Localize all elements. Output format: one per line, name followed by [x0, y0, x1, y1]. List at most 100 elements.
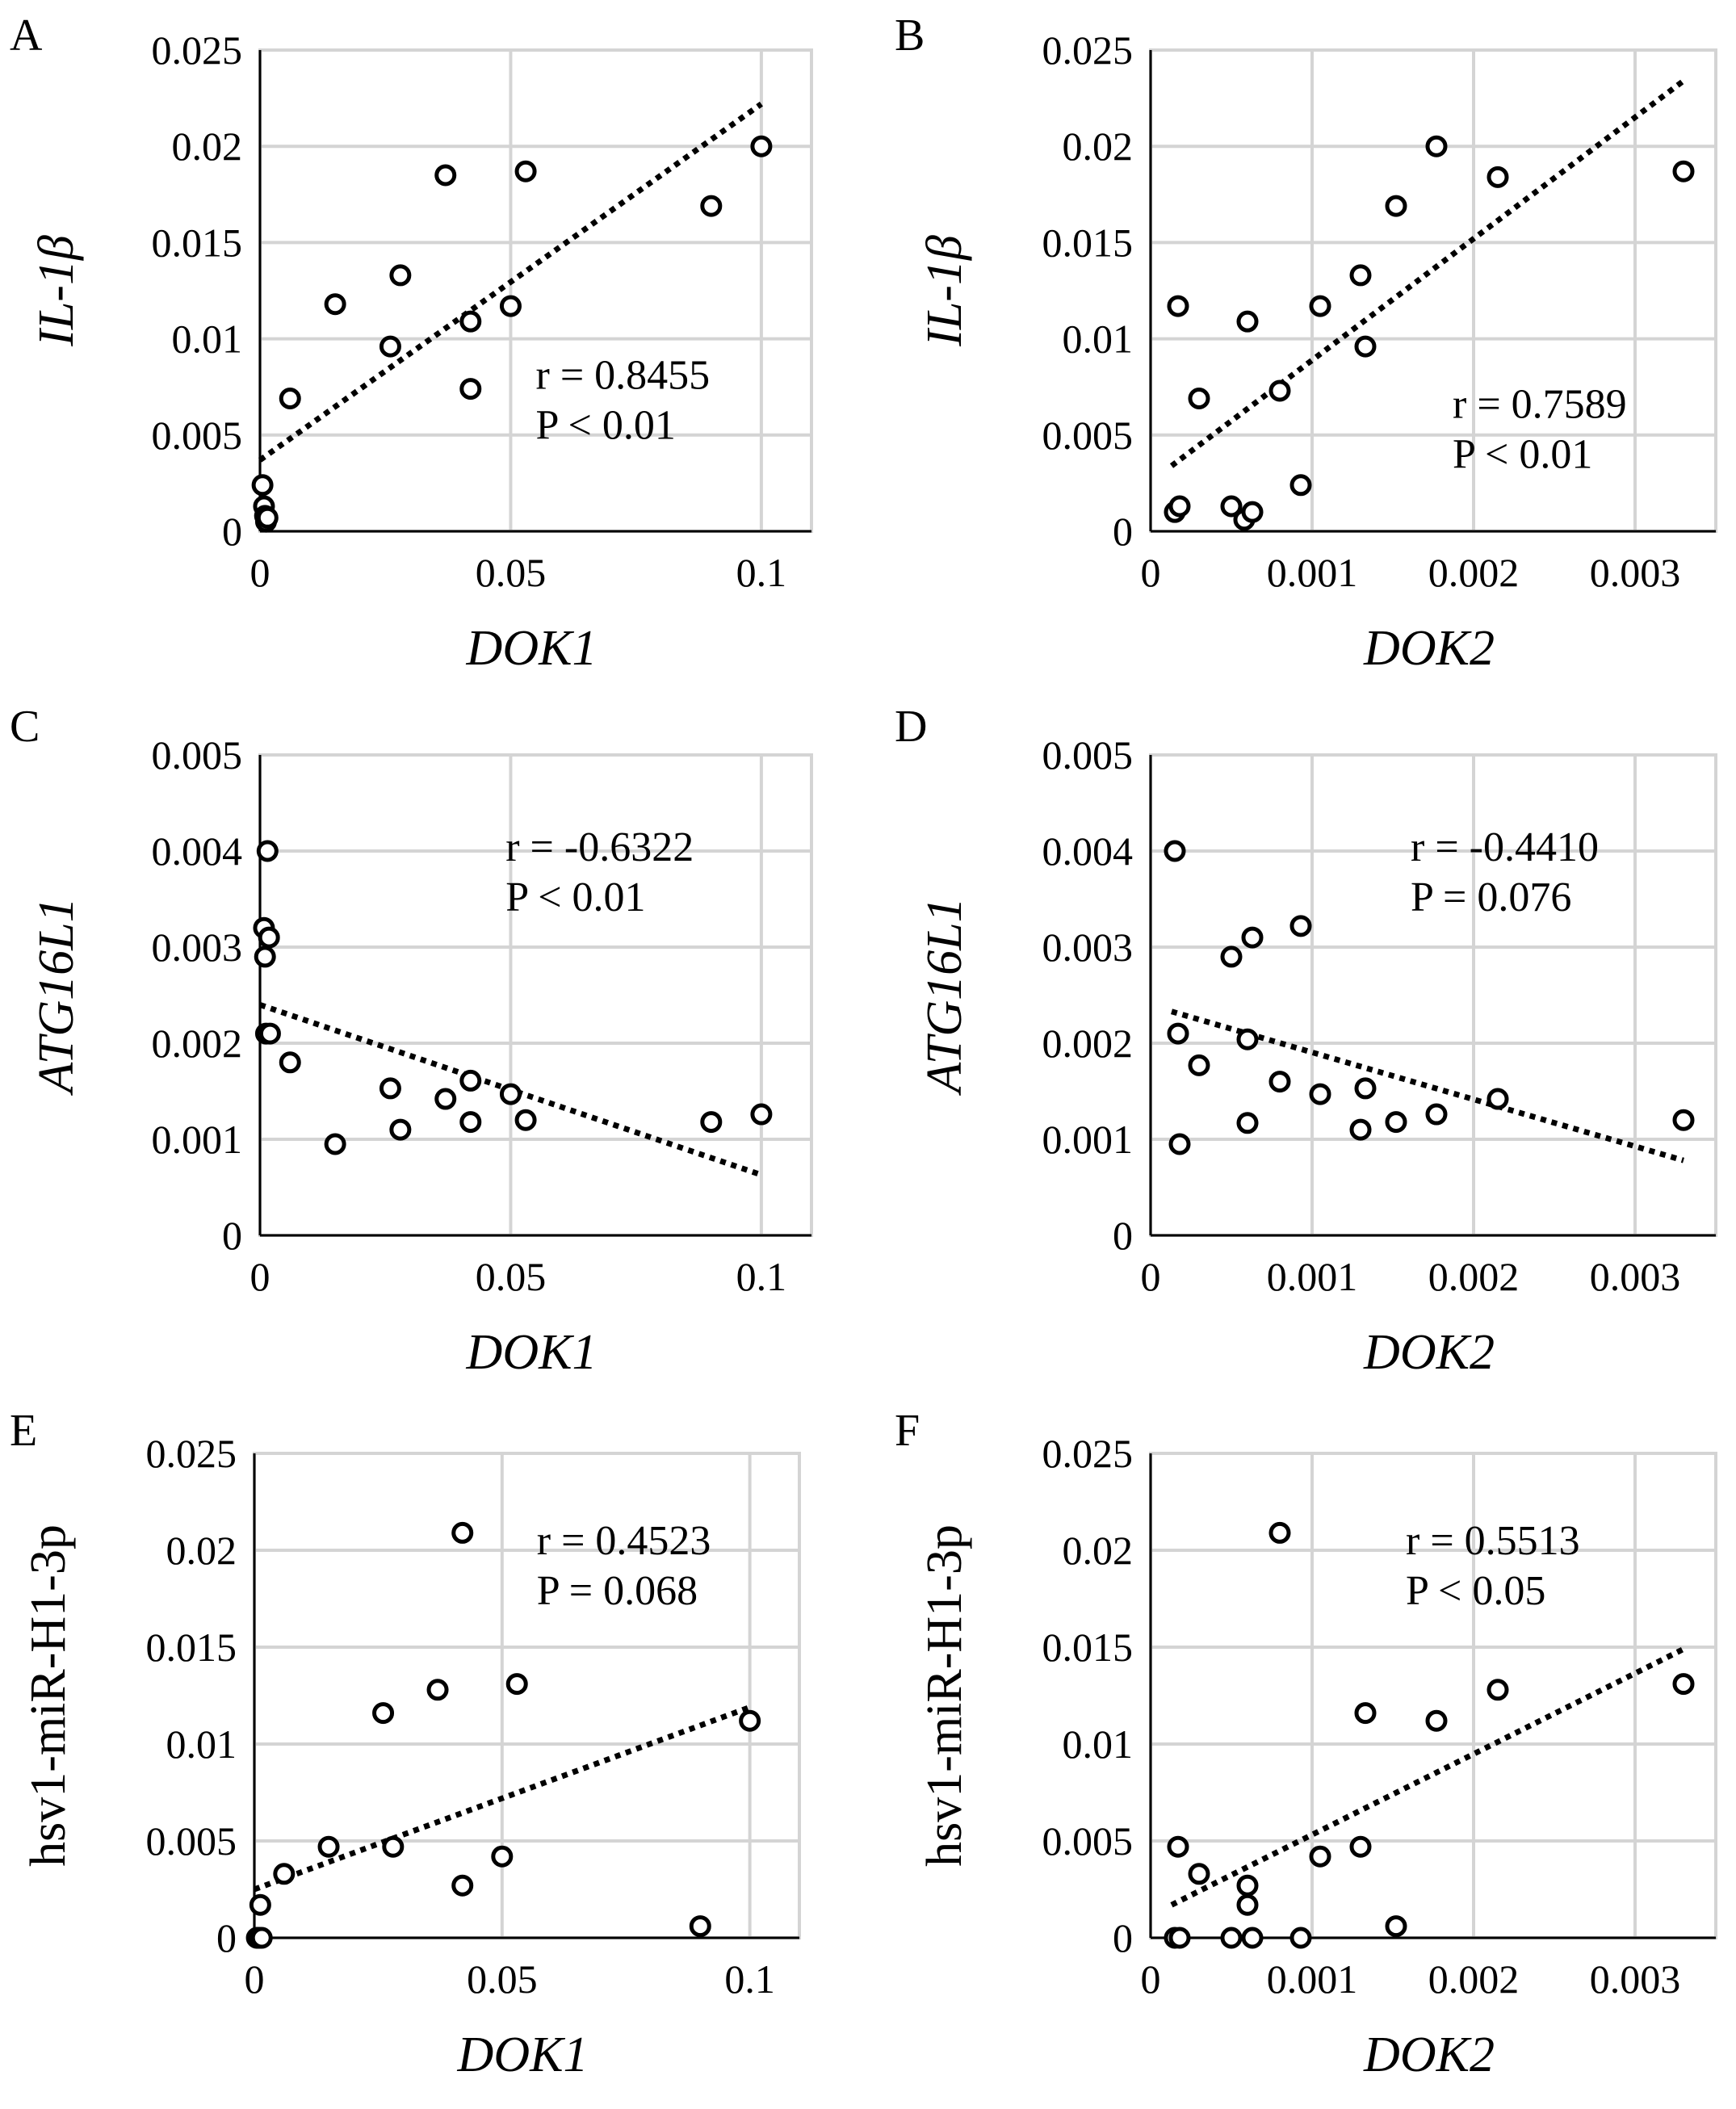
panel-a-xlabel: DOK1	[466, 621, 598, 676]
panel-e: E 0 0.005 0.01 0.015 0.02 0.025 0 0.05 0.1 DOK1 hsv…	[10, 1406, 801, 2082]
panel-f-ytick-label-5: 0.025	[1042, 1431, 1134, 1476]
panel-a-point-10	[459, 378, 482, 400]
panel-d-ylabel: ATG16L1	[917, 897, 972, 1096]
panel-e-point-10	[451, 1521, 474, 1544]
panel-b-p-value: P < 0.01	[1453, 431, 1592, 477]
panel-d-point-3	[1188, 1054, 1210, 1076]
panel-c-ytick-label-1: 0.001	[152, 1117, 243, 1162]
panel-f-xtick-label-3: 0.003	[1590, 1956, 1681, 2002]
panel-d-point-16	[1672, 1109, 1695, 1131]
panel-b-r-value: r = 0.7589	[1453, 381, 1627, 427]
panel-b-point-2	[1168, 495, 1191, 518]
panel-c-point-3	[256, 840, 279, 862]
panel-d-ytick-label-1: 0.001	[1042, 1117, 1134, 1162]
panel-f-trendline	[1170, 1646, 1685, 1908]
panel-d-point-13	[1385, 1111, 1407, 1134]
panel-e-p-value: P = 0.068	[537, 1568, 698, 1614]
panel-a-point-5	[279, 388, 301, 410]
panel-c-ylabel: ATG16L1	[29, 897, 84, 1096]
panel-d-xtick-label-3: 0.003	[1590, 1254, 1681, 1299]
panel-f-point-14	[1425, 1709, 1448, 1732]
panel-f-ytick-label-0: 0	[1113, 1915, 1133, 1960]
panel-e-point-6	[317, 1835, 340, 1858]
panel-b-point-13	[1385, 195, 1407, 217]
panel-b-point-15	[1487, 166, 1509, 188]
panel-a-xtick-label-1: 0.05	[476, 550, 547, 595]
panel-a-ytick-label-1: 0.005	[152, 413, 243, 458]
panel-a-point-8	[389, 264, 412, 287]
panel-f-point-13	[1385, 1915, 1407, 1938]
panel-b-ylabel: IL-1β	[917, 235, 972, 347]
panel-b-point-1	[1167, 295, 1189, 317]
panel-d-point-9	[1289, 915, 1312, 937]
panel-d-point-8	[1268, 1071, 1291, 1093]
panel-f-point-9	[1289, 1927, 1312, 1949]
panel-c: C 0 0.001 0.002 0.003 0.004 0.005 0 0.05 0.1 DOK1 A…	[10, 702, 813, 1380]
panel-b-point-14	[1425, 135, 1448, 157]
panel-f-ytick-label-1: 0.005	[1042, 1818, 1134, 1864]
panel-b-ytick-label-5: 0.025	[1042, 27, 1134, 73]
panel-b-point-7	[1241, 501, 1264, 523]
panel-a-letter: A	[10, 10, 43, 61]
panel-b-point-6	[1236, 310, 1259, 333]
panel-d: D 0 0.001 0.002 0.003 0.004 0.005 0 0.001 0.002 0.…	[895, 702, 1717, 1380]
panel-c-ytick-label-3: 0.003	[152, 925, 243, 970]
panel-f-point-1	[1167, 1835, 1189, 1858]
panel-d-point-0	[1164, 840, 1186, 862]
panel-e-ytick-label-5: 0.025	[146, 1431, 237, 1476]
panel-e-ylabel: hsv1-miR-H1-3p	[21, 1524, 76, 1867]
panel-a-p-value: P < 0.01	[536, 403, 676, 449]
panel-e-ytick-label-4: 0.02	[166, 1528, 237, 1573]
panel-c-point-16	[750, 1103, 773, 1126]
panel-b-point-16	[1672, 160, 1695, 182]
panel-e-point-7	[372, 1702, 395, 1725]
panel-f-ytick-label-4: 0.02	[1063, 1528, 1134, 1573]
panel-a-point-0	[251, 474, 274, 497]
panel-a-point-7	[379, 335, 401, 358]
panel-c-point-1	[254, 945, 276, 968]
panel-b-xtick-label-1: 0.001	[1267, 550, 1358, 595]
panel-b-point-4	[1220, 495, 1243, 518]
panel-c-point-11	[459, 1111, 482, 1134]
panel-f-ytick-label-3: 0.015	[1042, 1625, 1134, 1670]
panel-b-point-8	[1268, 379, 1291, 402]
panel-c-letter: C	[10, 702, 40, 752]
panel-b-ytick-label-0: 0	[1113, 509, 1133, 554]
panel-f: F 0 0.005 0.01 0.015 0.02 0.025 0 0.001 0.002 0.00…	[895, 1406, 1717, 2082]
panel-f-point-12	[1354, 1702, 1377, 1725]
panel-a-trendline	[258, 101, 763, 463]
panel-b-xtick-label-3: 0.003	[1590, 550, 1681, 595]
panel-f-r-value: r = 0.5513	[1406, 1518, 1580, 1564]
panel-b-letter: B	[895, 10, 925, 61]
panel-c-r-value: r = -0.6322	[505, 824, 694, 870]
panel-d-ytick-label-3: 0.003	[1042, 925, 1134, 970]
panel-e-point-11	[451, 1874, 474, 1897]
panel-e-ytick-label-2: 0.01	[166, 1721, 237, 1767]
panel-b-ytick-label-1: 0.005	[1042, 413, 1134, 458]
panel-a-ytick-label-0: 0	[222, 509, 242, 554]
panel-f-point-7	[1241, 1927, 1264, 1949]
panel-e-point-9	[426, 1679, 449, 1701]
panel-d-r-value: r = -0.4410	[1411, 824, 1599, 870]
panel-a-r-value: r = 0.8455	[536, 353, 711, 399]
panel-b-point-3	[1188, 388, 1210, 410]
panel-f-xlabel: DOK2	[1363, 2027, 1495, 2082]
panel-c-point-15	[700, 1111, 723, 1134]
panel-b-ytick-label-4: 0.02	[1063, 124, 1134, 169]
panel-d-point-5	[1236, 1028, 1259, 1050]
panel-e-point-5	[273, 1863, 296, 1885]
panel-f-xtick-label-1: 0.001	[1267, 1956, 1358, 2002]
panel-b-point-11	[1349, 264, 1372, 287]
panel-c-xlabel: DOK1	[466, 1325, 598, 1380]
panel-e-point-3	[249, 1893, 271, 1916]
panel-a-xtick-label-0: 0	[250, 550, 270, 595]
panel-c-xtick-label-0: 0	[250, 1254, 270, 1299]
panel-c-point-8	[379, 1077, 401, 1100]
panel-d-letter: D	[895, 702, 927, 752]
panel-c-ytick-label-2: 0.002	[152, 1021, 243, 1066]
panel-b-xlabel: DOK2	[1363, 621, 1495, 676]
panel-d-ytick-label-5: 0.005	[1042, 732, 1134, 778]
panel-a-point-11	[459, 310, 482, 333]
panel-d-p-value: P = 0.076	[1411, 874, 1571, 920]
panel-c-point-7	[324, 1133, 346, 1155]
